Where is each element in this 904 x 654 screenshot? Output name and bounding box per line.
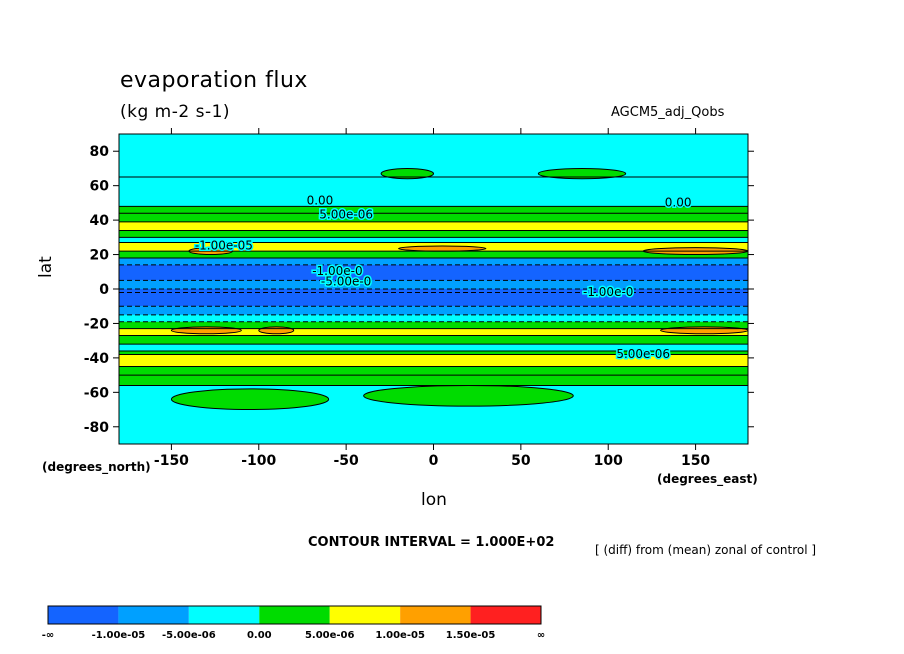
contour-patch: [363, 384, 574, 407]
x-unit-note: (degrees_east): [657, 472, 758, 486]
colorbar-label: ∞: [537, 630, 545, 641]
lat-band: [119, 264, 748, 281]
colorbar-swatch: [329, 606, 401, 624]
colorbar-swatch: [118, 606, 189, 624]
lat-band: [119, 351, 748, 355]
y-tick-label: 0: [99, 282, 109, 298]
colorbar-label: 5.00e-06: [305, 630, 355, 641]
chart-title: evaporation flux: [120, 68, 308, 93]
y-tick-label: -80: [84, 420, 110, 436]
lat-band: [119, 375, 748, 386]
lat-band: [119, 134, 748, 178]
lat-band: [119, 237, 748, 243]
contour-label: -1.00e-05: [195, 238, 253, 252]
chart-units: (kg m-2 s-1): [120, 102, 231, 122]
lat-band: [119, 177, 748, 207]
colorbar-label: 1.00e-05: [375, 630, 425, 641]
lat-band: [119, 258, 748, 265]
contour-label: 5.00e-06: [319, 207, 373, 221]
x-tick-label: 150: [681, 453, 710, 469]
contour-patch: [398, 245, 487, 252]
lat-band: [119, 289, 748, 307]
colorbar-label: -1.00e-05: [92, 630, 146, 641]
y-tick-label: -20: [84, 316, 110, 332]
colorbar-swatch: [48, 606, 119, 624]
colorbar-label: -5.00e-06: [162, 630, 216, 641]
colorbar-label: 1.50e-05: [446, 630, 496, 641]
run-label: AGCM5_adj_Qobs: [611, 105, 725, 120]
x-tick-label: -150: [154, 453, 189, 469]
lat-band: [119, 328, 748, 336]
x-tick-label: -50: [333, 453, 359, 469]
lat-band: [119, 354, 748, 367]
colorbar-swatch: [470, 606, 541, 624]
colorbar-swatch: [259, 606, 330, 624]
contour-patch: [258, 326, 295, 335]
contour-label: -1.00e-0: [312, 264, 362, 278]
x-tick-label: 0: [429, 453, 439, 469]
y-tick-label: 20: [90, 248, 110, 264]
y-tick-label: 80: [90, 144, 110, 160]
contour-patch: [170, 326, 242, 335]
lat-band: [119, 221, 748, 231]
lat-band: [119, 314, 748, 322]
y-tick-label: 60: [90, 179, 110, 195]
x-tick-label: 50: [511, 453, 531, 469]
lat-band: [119, 230, 748, 238]
lat-band: [119, 206, 748, 214]
x-tick-label: 100: [594, 453, 623, 469]
colorbar-swatch: [188, 606, 260, 624]
lat-band: [119, 213, 748, 222]
contour-label: -1.00e-0: [583, 285, 633, 299]
x-axis-label: lon: [421, 490, 447, 510]
lat-band: [119, 321, 748, 329]
lat-band: [119, 306, 748, 315]
footnote: [ (diff) from (mean) zonal of control ]: [595, 543, 817, 557]
colorbar-label: 0.00: [247, 630, 272, 641]
contour-patch: [380, 167, 434, 180]
contour-label: -5.00e-0: [321, 275, 371, 289]
colorbar-frame: [47, 605, 542, 625]
contour-label: 0.00: [307, 194, 334, 208]
lat-band: [119, 251, 748, 258]
contour-patch: [660, 326, 749, 335]
y-tick-label: -60: [84, 385, 110, 401]
contour-label: 0.00: [665, 195, 692, 209]
contour-label: 5.00e-06: [616, 347, 670, 361]
y-tick-label: -40: [84, 351, 110, 367]
y-tick-label: 40: [90, 213, 110, 229]
lat-band: [119, 366, 748, 376]
contour-patch: [537, 167, 627, 180]
contour-patch: [170, 388, 330, 411]
lat-band: [119, 344, 748, 351]
contour-interval: CONTOUR INTERVAL = 1.000E+02: [308, 535, 555, 550]
colorbar-label: -∞: [42, 630, 54, 641]
colorbar-swatch: [400, 606, 471, 624]
y-unit-note: (degrees_north): [42, 460, 151, 474]
x-tick-label: -100: [241, 453, 276, 469]
lat-band: [119, 335, 748, 345]
